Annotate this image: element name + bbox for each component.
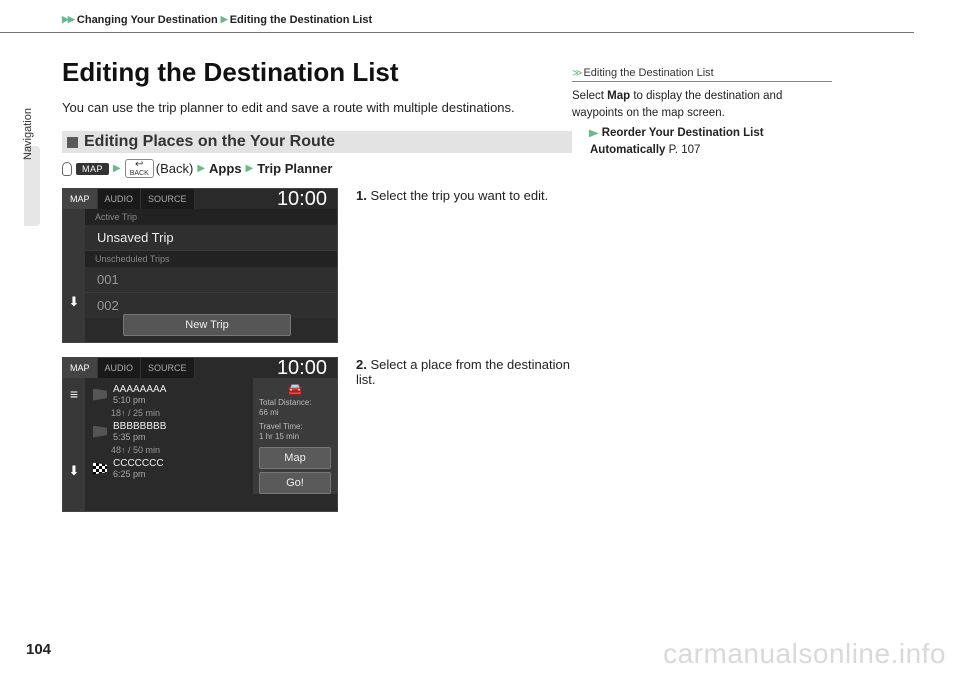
hand-icon <box>62 162 72 176</box>
para-part: Select <box>572 90 607 102</box>
clock: 10:00 <box>267 358 337 378</box>
sidebar-link-row: ▶Reorder Your Destination List Automatic… <box>572 125 832 158</box>
dest-time: 6:25 pm <box>113 469 164 479</box>
chevron-double-icon: ≫ <box>572 68 579 79</box>
right-column: ≫ Editing the Destination List Select Map… <box>572 33 872 526</box>
path-trip-planner: Trip Planner <box>257 161 332 176</box>
flag-icon <box>93 426 107 438</box>
label-active-trip: Active Trip <box>85 209 337 225</box>
car-icon: 🚘 <box>253 378 337 396</box>
watermark: carmanualsonline.info <box>663 638 946 670</box>
cross-ref-page: P. 107 <box>665 144 700 156</box>
subheading-row: Editing Places on the Your Route <box>62 131 572 153</box>
trip-summary-panel: 🚘 Total Distance: 66 mi Travel Time: 1 h… <box>253 378 337 494</box>
dest-item-c[interactable]: CCCCCCC 6:25 pm <box>85 456 253 481</box>
main-column: Editing the Destination List You can use… <box>0 33 572 526</box>
para-bold: Map <box>607 90 630 102</box>
travel-time: Travel Time: 1 hr 15 min <box>253 420 337 444</box>
back-paren: (Back) <box>156 161 194 176</box>
label-unscheduled: Unscheduled Trips <box>85 251 337 267</box>
row-trip-001[interactable]: 001 <box>85 267 337 293</box>
breadcrumb-b: Editing the Destination List <box>230 14 372 26</box>
sidebar-heading-text: Editing the Destination List <box>583 67 713 79</box>
content: Editing the Destination List You can use… <box>0 33 960 526</box>
stat-value: 1 hr 15 min <box>259 432 299 441</box>
step-text: Select the trip you want to edit. <box>370 188 548 203</box>
breadcrumb: ▶▶ Changing Your Destination ▶ Editing t… <box>0 8 914 33</box>
dest-item-b[interactable]: BBBBBBBB 5:35 pm <box>85 419 253 444</box>
tab-source[interactable]: SOURCE <box>141 189 195 209</box>
go-button[interactable]: Go! <box>259 472 331 494</box>
flag-icon <box>93 389 107 401</box>
chevron-icon: ▶ <box>113 163 121 174</box>
dest-name: AAAAAAAA <box>113 384 166 395</box>
dest-time: 5:10 pm <box>113 395 166 405</box>
step-2-row: MAP AUDIO SOURCE 10:00 ≡ ⬇ AAAAAAAA <box>62 357 572 512</box>
left-scroll-bar: ≡ ⬇ <box>63 378 85 511</box>
screen-tabs: MAP AUDIO SOURCE 10:00 <box>63 358 337 378</box>
page-title: Editing the Destination List <box>62 57 572 88</box>
screenshot-destination-list: MAP AUDIO SOURCE 10:00 ≡ ⬇ AAAAAAAA <box>62 357 338 512</box>
clock: 10:00 <box>267 189 337 209</box>
dest-name: BBBBBBBB <box>113 421 166 432</box>
square-bullet-icon <box>67 137 78 148</box>
tab-audio[interactable]: AUDIO <box>98 358 142 378</box>
screen-tabs: MAP AUDIO SOURCE 10:00 <box>63 189 337 209</box>
top-spacer <box>0 0 960 8</box>
chevron-icon: ▶ <box>68 14 75 24</box>
step-num: 2. <box>356 357 367 372</box>
new-trip-button[interactable]: New Trip <box>123 314 291 336</box>
stat-label: Travel Time: <box>259 422 303 431</box>
row-unsaved-trip[interactable]: Unsaved Trip <box>85 225 337 251</box>
leg-info: 48↑ / 50 min <box>111 444 253 456</box>
tab-source[interactable]: SOURCE <box>141 358 195 378</box>
step-2-text: 2. Select a place from the destination l… <box>356 357 572 512</box>
step-num: 1. <box>356 188 367 203</box>
dest-name: CCCCCCC <box>113 458 164 469</box>
chevron-icon: ▶ <box>197 163 205 174</box>
step-1-text: 1. Select the trip you want to edit. <box>356 188 572 343</box>
breadcrumb-a: Changing Your Destination <box>77 14 218 26</box>
sidebar-para: Select Map to display the destination an… <box>572 88 832 121</box>
link-icon: ▶ <box>589 127 599 142</box>
menu-icon[interactable]: ≡ <box>70 386 78 402</box>
back-label: BACK <box>130 170 149 177</box>
screenshot-trip-list: MAP AUDIO SOURCE 10:00 ⬇ Active Trip Uns… <box>62 188 338 343</box>
stat-label: Total Distance: <box>259 398 311 407</box>
tab-map[interactable]: MAP <box>63 189 98 209</box>
left-scroll-bar: ⬇ <box>63 209 85 342</box>
back-arrow-icon: ↩ <box>135 160 143 170</box>
map-button[interactable]: Map <box>259 447 331 469</box>
side-tab-label: Navigation <box>22 108 34 160</box>
path-apps: Apps <box>209 161 242 176</box>
chevron-icon: ▶ <box>221 14 228 24</box>
dest-time: 5:35 pm <box>113 432 166 442</box>
sidebar-heading: ≫ Editing the Destination List <box>572 67 832 82</box>
nav-path: MAP ▶ ↩ BACK (Back) ▶ Apps ▶ Trip Planne… <box>62 159 572 178</box>
chevron-icon: ▶ <box>246 163 254 174</box>
step-1-row: MAP AUDIO SOURCE 10:00 ⬇ Active Trip Uns… <box>62 188 572 343</box>
checkered-flag-icon <box>93 463 107 475</box>
total-distance: Total Distance: 66 mi <box>253 396 337 420</box>
tab-map[interactable]: MAP <box>63 358 98 378</box>
stat-value: 66 mi <box>259 408 279 417</box>
trip-list-body: Active Trip Unsaved Trip Unscheduled Tri… <box>85 209 337 318</box>
dest-list: AAAAAAAA 5:10 pm 18↑ / 25 min BBBBBBBB 5… <box>85 378 253 494</box>
page-number: 104 <box>26 641 51 658</box>
tab-audio[interactable]: AUDIO <box>98 189 142 209</box>
scroll-down-icon[interactable]: ⬇ <box>69 463 80 479</box>
back-button-icon: ↩ BACK <box>125 159 154 178</box>
step-text: Select a place from the destination list… <box>356 357 570 387</box>
leg-info: 18↑ / 25 min <box>111 407 253 419</box>
map-button-icon: MAP <box>76 163 109 175</box>
subheading: Editing Places on the Your Route <box>84 133 335 151</box>
dest-body: AAAAAAAA 5:10 pm 18↑ / 25 min BBBBBBBB 5… <box>85 378 337 494</box>
dest-item-a[interactable]: AAAAAAAA 5:10 pm <box>85 382 253 407</box>
intro-text: You can use the trip planner to edit and… <box>62 100 572 115</box>
scroll-down-icon[interactable]: ⬇ <box>69 294 80 310</box>
